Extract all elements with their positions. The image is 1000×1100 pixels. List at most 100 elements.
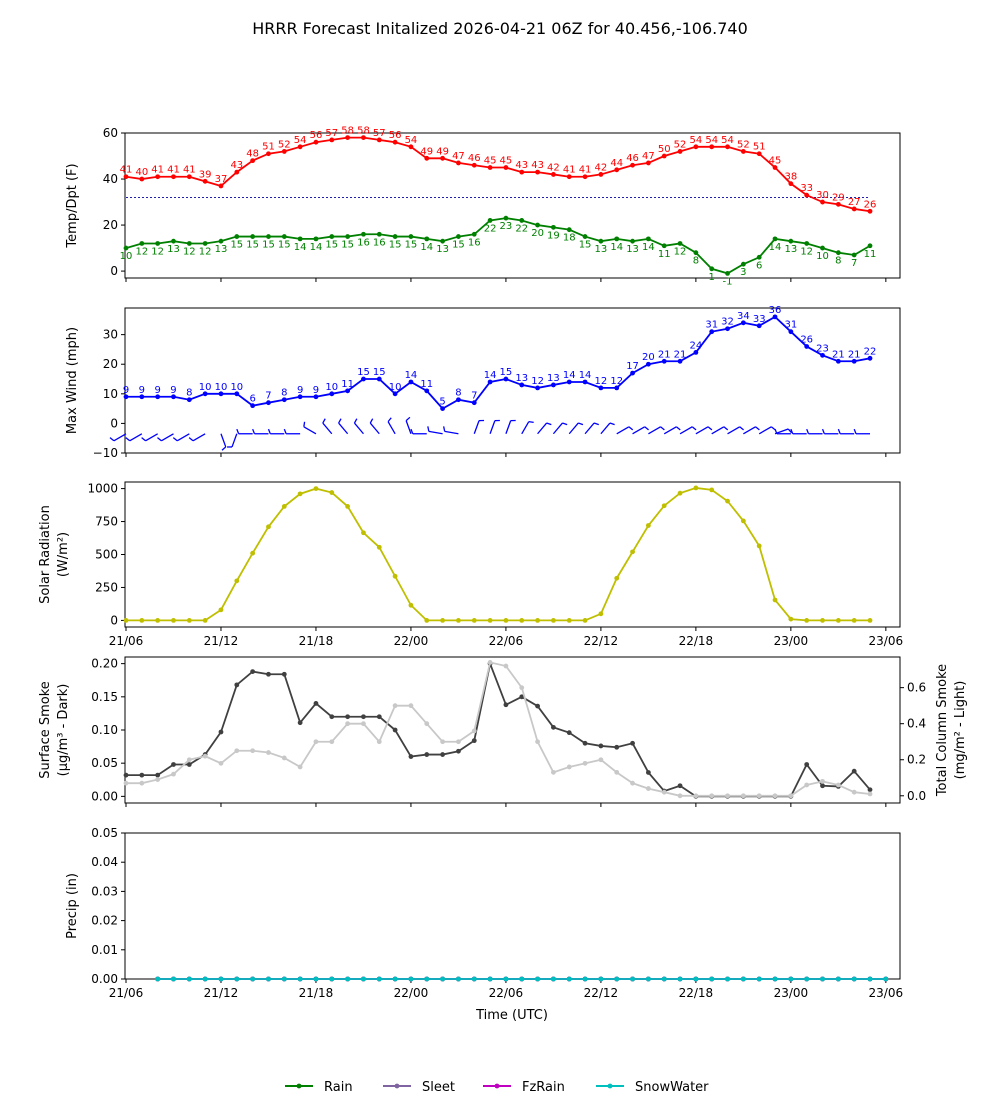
data-point-temperature — [693, 144, 699, 150]
data-label-dewpoint: 14 — [642, 242, 655, 253]
data-label-max-wind: 12 — [595, 376, 608, 387]
wind-barb — [663, 426, 677, 435]
data-point-solar-radiation — [471, 618, 477, 623]
wind-barb — [743, 426, 756, 435]
data-point-solar-radiation — [661, 503, 667, 509]
data-point-temperature — [123, 174, 129, 180]
data-point-snowwater — [661, 976, 667, 982]
panel-solar: 21/06 21/12 21/18 22/00 22/06 22/12 22/18 23/00… — [38, 481, 903, 648]
data-point-temperature — [186, 174, 192, 180]
data-point-max-wind — [614, 385, 620, 391]
y-tick-label: 0.00 — [91, 972, 118, 986]
y-tick-label: 0 — [110, 613, 118, 627]
y-tick-label: 40 — [103, 172, 118, 186]
data-point-total-column-smoke — [171, 771, 176, 777]
data-label-max-wind: 9 — [297, 385, 303, 396]
data-label-temperature: 49 — [420, 146, 433, 157]
data-label-max-wind: 12 — [610, 376, 623, 387]
data-label-dewpoint: 8 — [693, 256, 699, 267]
wind-barb — [220, 433, 227, 448]
y-axis-label-wind: Max Wind (mph) — [65, 327, 80, 434]
data-point-snowwater — [503, 976, 509, 982]
data-label-dewpoint: 16 — [373, 237, 386, 248]
data-label-temperature: 47 — [452, 151, 465, 162]
data-point-dewpoint — [582, 234, 588, 239]
wind-barb — [129, 433, 143, 442]
wind-barb-flag — [283, 428, 287, 435]
y-axis-label-units-smoke: (μg/m³ - Dark) — [56, 684, 71, 777]
data-point-solar-radiation — [740, 518, 746, 524]
data-point-snowwater — [266, 976, 271, 982]
data-point-max-wind — [171, 394, 176, 400]
data-label-max-wind: 7 — [471, 391, 477, 402]
data-point-dewpoint — [281, 234, 287, 239]
data-point-max-wind — [551, 382, 556, 388]
wind-barb — [711, 426, 725, 435]
data-point-temperature — [329, 137, 335, 143]
data-point-temperature — [566, 174, 572, 180]
data-point-temperature — [582, 174, 588, 180]
data-label-max-wind: 5 — [439, 397, 445, 408]
legend-swatch-marker — [296, 1083, 302, 1089]
data-point-surface-smoke — [250, 669, 256, 674]
data-point-total-column-smoke — [250, 748, 256, 754]
data-point-surface-smoke — [123, 772, 129, 778]
data-point-max-wind — [234, 391, 240, 397]
data-point-total-column-smoke — [155, 777, 161, 782]
y-tick-label: 0.03 — [91, 884, 118, 898]
data-label-temperature: 54 — [405, 135, 418, 146]
x-axis-label: Time (UTC) — [475, 1008, 548, 1023]
panel-precip: 21/06 21/12 21/18 22/00 22/06 22/12 22/18 23/00… — [65, 826, 903, 1000]
data-point-solar-radiation — [487, 618, 493, 623]
data-label-temperature: 47 — [642, 151, 655, 162]
wind-barb — [695, 426, 709, 435]
data-point-total-column-smoke — [440, 739, 445, 745]
data-label-temperature: 52 — [674, 139, 687, 150]
x-tick-label: 22/00 — [394, 634, 429, 648]
legend-item: FzRain — [483, 1080, 565, 1095]
wind-barb-flag — [739, 426, 744, 431]
data-point-dewpoint — [598, 238, 604, 244]
data-point-total-column-smoke — [867, 791, 873, 797]
data-label-max-wind: 36 — [769, 305, 782, 316]
legend: Rain Sleet FzRain SnowWater — [285, 1080, 709, 1095]
data-label-temperature: 41 — [120, 165, 133, 176]
data-point-total-column-smoke — [392, 703, 398, 709]
wind-barb-flag — [628, 426, 634, 431]
data-label-temperature: 43 — [230, 160, 243, 171]
wind-barb-flag — [322, 418, 326, 424]
data-label-temperature: 43 — [515, 160, 528, 171]
data-point-dewpoint — [645, 236, 651, 242]
data-point-temperature — [820, 199, 825, 205]
data-point-dewpoint — [250, 234, 256, 239]
data-point-total-column-smoke — [598, 757, 604, 763]
data-label-temperature: 51 — [753, 142, 766, 153]
data-point-temperature — [297, 144, 303, 150]
data-point-surface-smoke — [614, 744, 620, 750]
data-label-max-wind: 6 — [249, 394, 255, 405]
data-point-snowwater — [218, 976, 224, 982]
data-label-dewpoint: 13 — [784, 244, 797, 255]
data-point-max-wind — [297, 394, 303, 400]
data-label-temperature: 52 — [737, 139, 750, 150]
data-point-max-wind — [139, 394, 145, 400]
data-point-snowwater — [645, 976, 651, 982]
data-point-dewpoint — [740, 261, 746, 267]
data-point-snowwater — [424, 976, 430, 982]
data-point-dewpoint — [376, 231, 382, 237]
wind-barb-flag — [109, 437, 115, 442]
data-point-dewpoint — [661, 243, 667, 249]
y-axis-label-temp: Temp/Dpt (F) — [65, 163, 80, 248]
data-point-surface-smoke — [582, 740, 588, 746]
data-label-dewpoint: 13 — [167, 244, 180, 255]
data-label-temperature: 37 — [215, 174, 228, 185]
data-point-snowwater — [329, 976, 335, 982]
data-point-temperature — [313, 139, 319, 145]
data-point-max-wind — [250, 403, 256, 409]
data-point-dewpoint — [820, 245, 825, 251]
data-point-dewpoint — [408, 234, 414, 239]
y-tick-label: 30 — [103, 328, 118, 342]
data-label-max-wind: 13 — [515, 373, 528, 384]
data-point-max-wind — [440, 406, 445, 412]
data-point-max-wind — [424, 388, 430, 394]
